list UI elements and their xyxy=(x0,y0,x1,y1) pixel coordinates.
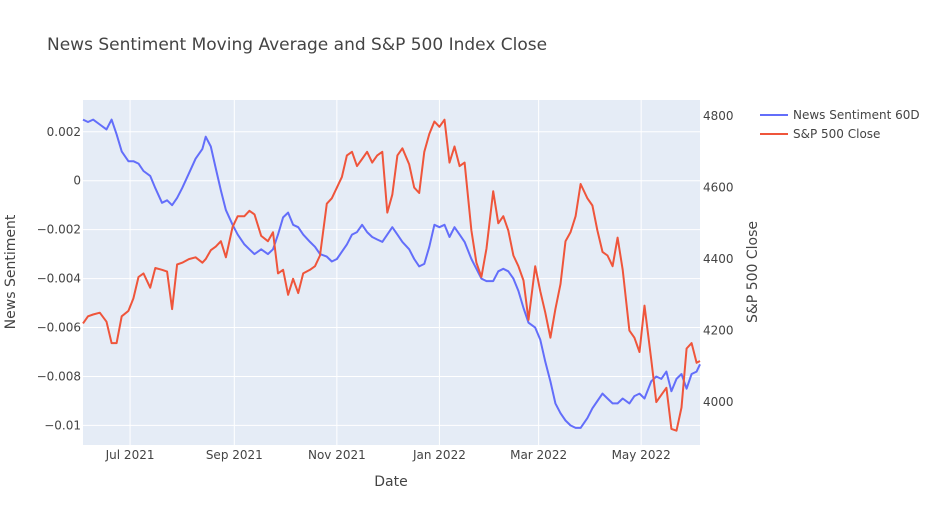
tick-labels: Jul 2021 Sep 2021 Nov 2021 Jan 2022 Mar 2022… xyxy=(37,109,734,462)
x-tick-may-2022: May 2022 xyxy=(612,448,671,462)
y2-tick-4200: 4200 xyxy=(703,324,734,338)
plot-area xyxy=(83,100,700,445)
y-tick-0-002: −0.002 xyxy=(37,223,81,237)
series-line-news-sentiment-60d xyxy=(82,118,701,429)
series-line-s-p-500-close xyxy=(82,118,701,432)
legend-item-sentiment[interactable]: News Sentiment 60D xyxy=(760,108,920,122)
y-tick-0-002: 0.002 xyxy=(47,125,81,139)
series-lines xyxy=(82,118,701,432)
chart-title: News Sentiment Moving Average and S&P 50… xyxy=(47,35,547,55)
y2-tick-4400: 4400 xyxy=(703,252,734,266)
legend[interactable]: News Sentiment 60D S&P 500 Close xyxy=(760,108,920,141)
x-tick-mar-2022: Mar 2022 xyxy=(510,448,567,462)
y2-tick-4000: 4000 xyxy=(703,395,734,409)
y-tick-0: 0 xyxy=(73,174,81,188)
y-tick-0-01: −0.01 xyxy=(44,418,81,432)
legend-label-sp500: S&P 500 Close xyxy=(793,127,880,141)
legend-label-sentiment: News Sentiment 60D xyxy=(793,108,920,122)
x-axis-title: Date xyxy=(374,474,407,490)
y2-tick-4600: 4600 xyxy=(703,181,734,195)
x-tick-jul-2021: Jul 2021 xyxy=(105,448,155,462)
y-tick-0-004: −0.004 xyxy=(37,272,81,286)
y-tick-0-008: −0.008 xyxy=(37,369,81,383)
y-tick-0-006: −0.006 xyxy=(37,321,81,335)
legend-item-sp500[interactable]: S&P 500 Close xyxy=(760,127,880,141)
y2-tick-4800: 4800 xyxy=(703,109,734,123)
y2-axis-title: S&P 500 Close xyxy=(745,221,761,323)
x-tick-nov-2021: Nov 2021 xyxy=(308,448,366,462)
x-tick-sep-2021: Sep 2021 xyxy=(206,448,263,462)
x-tick-jan-2022: Jan 2022 xyxy=(412,448,466,462)
y-axis-title: News Sentiment xyxy=(3,214,19,329)
